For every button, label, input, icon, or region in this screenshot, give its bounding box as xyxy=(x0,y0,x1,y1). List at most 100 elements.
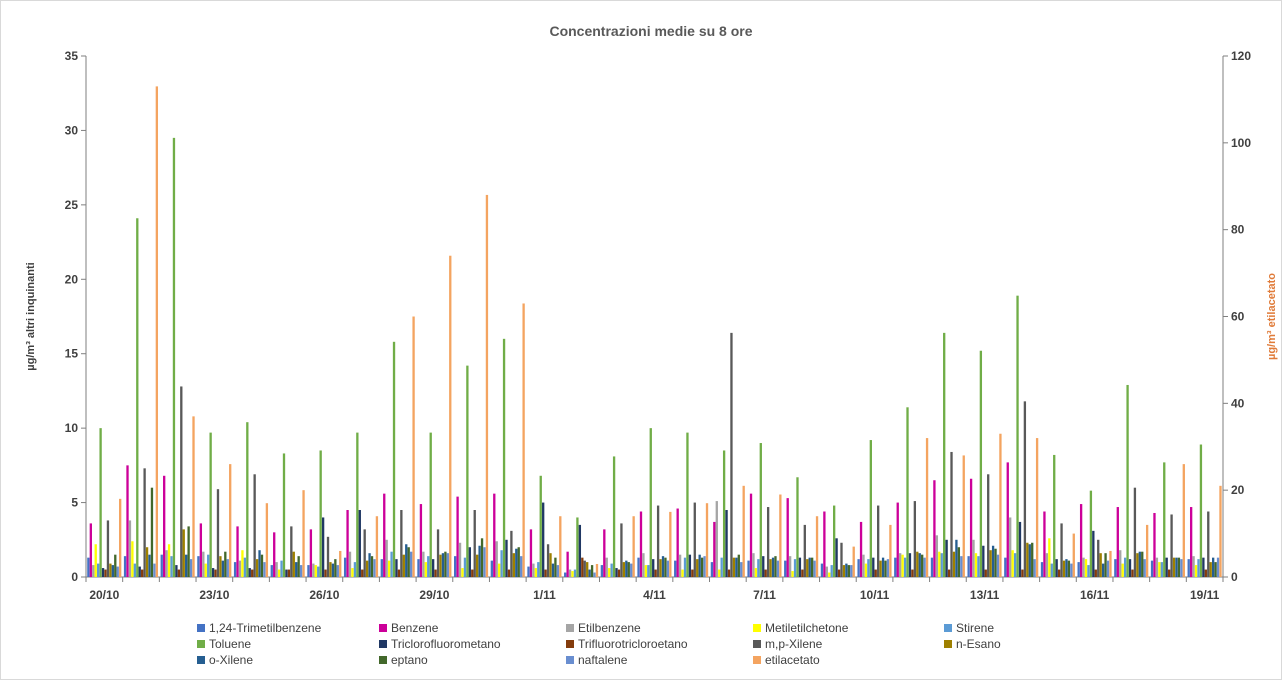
bar xyxy=(483,547,486,577)
bar xyxy=(945,539,948,577)
bar xyxy=(850,565,853,577)
bar xyxy=(1094,569,1097,577)
bar xyxy=(864,563,868,577)
bar xyxy=(1033,559,1036,577)
bar xyxy=(908,553,912,577)
bar xyxy=(833,505,836,577)
bar xyxy=(326,536,330,577)
y2-tick-label: 120 xyxy=(1231,49,1251,63)
bar xyxy=(211,568,215,577)
bar xyxy=(512,553,515,577)
bar xyxy=(930,557,934,577)
series-11 xyxy=(114,487,1217,577)
bar xyxy=(940,553,943,577)
bar xyxy=(243,557,247,577)
bar xyxy=(896,502,899,577)
bar xyxy=(1099,553,1102,577)
bar xyxy=(1170,514,1173,577)
bar xyxy=(216,489,220,577)
bar xyxy=(620,523,623,577)
axes-layer xyxy=(85,56,1224,578)
x-tick-label: 19/11 xyxy=(1190,588,1220,602)
bar xyxy=(145,547,149,577)
y-axis-label: µg/m³ altri inquinanti xyxy=(25,262,37,370)
bar xyxy=(226,559,229,577)
bar xyxy=(1109,550,1112,577)
bar xyxy=(639,511,643,577)
bar xyxy=(510,530,513,577)
legend-swatch xyxy=(197,640,205,648)
bar xyxy=(209,432,212,577)
bar xyxy=(542,502,545,577)
bar xyxy=(727,569,731,577)
bar xyxy=(742,485,745,577)
bar xyxy=(1155,557,1159,577)
bar xyxy=(375,516,379,577)
bar xyxy=(307,565,310,577)
bar xyxy=(380,559,383,577)
bar xyxy=(996,554,1000,577)
bar xyxy=(297,556,300,577)
bar xyxy=(776,560,780,577)
bar xyxy=(793,559,797,577)
bar xyxy=(136,218,139,577)
bar xyxy=(578,524,582,577)
bar xyxy=(830,565,833,577)
bar xyxy=(109,563,112,577)
bar xyxy=(221,560,225,577)
bar xyxy=(392,341,396,577)
x-tick-label: 16/11 xyxy=(1080,588,1110,602)
legend-label: n-Esano xyxy=(956,637,1001,651)
bar xyxy=(840,542,843,577)
bar xyxy=(395,559,398,577)
bar xyxy=(779,494,782,577)
bar xyxy=(505,539,508,577)
bar xyxy=(1187,559,1190,577)
bar xyxy=(478,545,481,577)
legend-item: Benzene xyxy=(379,621,439,635)
bar xyxy=(815,516,819,577)
bar xyxy=(642,553,645,577)
bar xyxy=(515,548,518,577)
bar xyxy=(1089,490,1093,577)
legend-item: Trifluorotricloroetano xyxy=(566,637,688,651)
bar xyxy=(647,565,650,577)
bar xyxy=(889,524,892,577)
bar xyxy=(1065,559,1068,577)
bar xyxy=(507,569,511,577)
bar xyxy=(957,547,961,577)
bar xyxy=(520,556,523,577)
x-tick-label: 26/10 xyxy=(309,588,339,602)
y-tick-label: 30 xyxy=(65,123,79,137)
bar xyxy=(612,456,616,577)
bar xyxy=(429,432,432,577)
bar xyxy=(681,569,684,577)
bar xyxy=(412,316,415,577)
bar xyxy=(94,544,97,577)
bar xyxy=(683,557,687,577)
legend-swatch xyxy=(566,640,574,648)
bar xyxy=(424,562,427,577)
series-12 xyxy=(116,547,1220,577)
bar xyxy=(405,544,408,577)
bar xyxy=(363,529,366,577)
bar xyxy=(468,547,471,577)
bar xyxy=(334,559,337,577)
legend-item: n-Esano xyxy=(944,637,1001,651)
bar xyxy=(933,480,936,577)
bar xyxy=(400,510,403,577)
bar xyxy=(248,568,251,577)
bar xyxy=(241,550,244,577)
bar xyxy=(879,560,882,577)
bar xyxy=(1133,487,1137,577)
bar xyxy=(586,562,589,577)
y2-tick-label: 60 xyxy=(1231,310,1245,324)
bar xyxy=(867,559,870,577)
bar xyxy=(133,563,136,577)
bar xyxy=(659,559,662,577)
bar xyxy=(732,557,736,577)
x-tick-label: 4/11 xyxy=(643,588,666,602)
bar xyxy=(1194,565,1198,577)
legend-label: o-Xilene xyxy=(209,653,253,667)
bar xyxy=(1048,538,1051,577)
